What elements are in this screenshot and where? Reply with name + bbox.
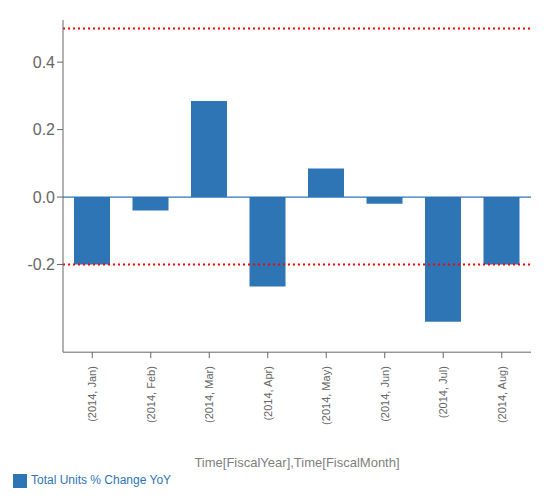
svg-text:(2014, Jun): (2014, Jun) [379, 366, 391, 422]
svg-text:0.0: 0.0 [33, 189, 55, 206]
svg-text:(2014, Feb): (2014, Feb) [145, 366, 157, 423]
svg-text:(2014, Apr): (2014, Apr) [262, 366, 274, 420]
svg-text:(2014, Jul): (2014, Jul) [437, 366, 449, 418]
svg-text:-0.2: -0.2 [27, 256, 55, 273]
svg-text:(2014, Jan): (2014, Jan) [86, 366, 98, 422]
svg-text:(2014, Aug): (2014, Aug) [496, 366, 508, 423]
svg-text:Time[FiscalYear],Time[FiscalMo: Time[FiscalYear],Time[FiscalMonth] [194, 455, 399, 470]
svg-text:(2014, Mar): (2014, Mar) [203, 366, 215, 423]
svg-text:(2014, May): (2014, May) [320, 366, 332, 425]
svg-text:0.2: 0.2 [33, 121, 55, 138]
html-text:Total Units % Change YoY: Total Units % Change YoY [31, 473, 172, 488]
svg-text:0.4: 0.4 [33, 54, 55, 71]
